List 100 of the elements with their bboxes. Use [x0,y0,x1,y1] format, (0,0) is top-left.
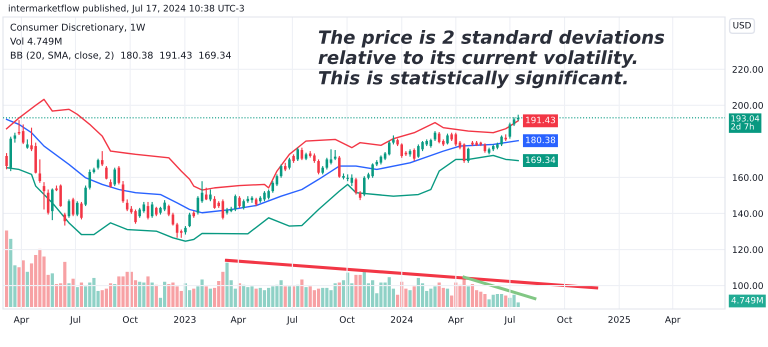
candlestick [462,142,466,164]
candlestick [64,212,66,226]
candlestick [313,152,316,164]
data-label: 180.38 [526,136,556,144]
candlestick [80,201,83,220]
bar [76,287,79,307]
candlestick [412,148,416,162]
candlestick [105,166,108,180]
x-tick-label: 2024 [390,316,413,323]
bar [512,294,516,307]
candlestick [46,188,50,216]
candlestick [388,140,391,156]
x-tick-label: Oct [557,316,572,323]
candlestick [200,180,204,204]
candlestick [113,167,116,187]
bar [72,278,75,307]
bar [9,238,12,307]
candlestick [446,133,449,145]
candlestick [59,184,62,208]
annotation: The price is 2 standard deviations relative to its current volatility. This is statistically significant. [318,30,664,88]
bar [300,279,304,307]
text: 4.749M [731,296,763,304]
candlestick [430,138,432,148]
x-tick-label: Apr [664,316,681,325]
bar [408,290,412,307]
bar [200,279,204,307]
candlestick [100,150,104,167]
bar [371,280,374,307]
candlestick [296,147,300,162]
bar [446,288,450,307]
candlestick [300,147,304,161]
bar [325,288,328,307]
bar [379,282,383,307]
candlestick [276,174,278,187]
candlestick [358,190,362,201]
bar [483,294,487,307]
bar [416,278,420,307]
data-label: 191.43 [526,116,556,124]
bar [38,248,42,307]
y-tick-label: 200.00 [732,102,763,109]
bar [312,290,316,307]
bar [354,274,358,307]
candlestick [180,228,183,238]
candlestick [417,144,420,158]
bar [92,278,96,307]
bar [388,277,391,307]
bar [429,288,432,307]
bar [267,288,270,307]
bar [288,286,292,307]
bar [146,276,150,307]
bar [113,284,116,307]
candlestick [242,198,245,210]
candlestick [267,188,270,200]
bar [500,294,504,307]
candlestick [76,200,79,217]
candlestick [330,148,332,165]
x-tick-label: Oct [340,316,355,323]
bar [334,283,337,307]
x-tick-label: Apr [230,316,246,325]
candlestick [392,134,395,145]
candlestick [72,197,74,217]
bar [338,282,341,307]
x-tick-label: 2025 [608,316,630,323]
x-tick-label: Oct [122,316,138,323]
candlestick [176,222,178,238]
candlestick [134,208,137,224]
x-tick-label: Apr [448,316,464,325]
candlestick [172,212,174,226]
bar [100,290,104,307]
candlestick [51,188,54,221]
candlestick [222,198,224,220]
bar [192,288,196,307]
candlestick [163,200,166,212]
bar [504,296,508,307]
bar [496,294,500,307]
bar [254,288,258,307]
candlestick [288,157,291,170]
candlestick [317,158,320,175]
bar [121,276,125,307]
candlestick [150,201,154,218]
candlestick [380,154,382,165]
candlestick [96,158,100,170]
bar [204,286,208,307]
candlestick [438,131,440,144]
x-tick-label: Jul [286,316,297,325]
bar [316,288,320,307]
candlestick [118,166,120,186]
y-tick-label: 160.00 [732,174,763,181]
bar [180,290,183,307]
annotation: Vol 4.749M [10,37,62,45]
line-series [6,118,519,214]
candlestick [26,138,29,150]
candlestick [371,162,374,178]
bar [84,286,88,307]
bar [358,274,362,307]
candlestick [454,132,458,147]
candlestick [42,182,46,210]
bar [466,286,470,307]
candlestick [209,188,212,202]
y-tick-label: 120.00 [732,246,763,254]
